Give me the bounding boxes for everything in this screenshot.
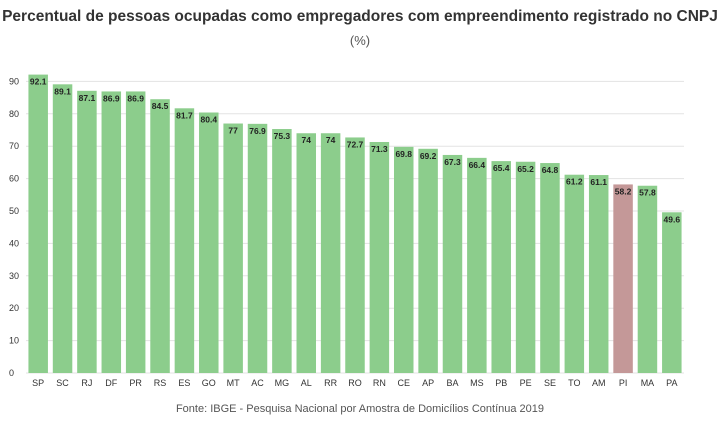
x-tick-label: CE: [397, 378, 410, 388]
x-tick-label: MT: [227, 378, 240, 388]
y-tick-label: 70: [9, 141, 19, 151]
bar-to: [564, 174, 585, 373]
x-tick-label: BA: [446, 378, 458, 388]
y-tick-label: 40: [9, 238, 19, 248]
y-tick-label: 10: [9, 336, 19, 346]
y-tick-label: 20: [9, 303, 19, 313]
y-tick-label: 0: [9, 368, 14, 378]
data-label: 69.8: [395, 149, 412, 159]
x-tick-label: SC: [56, 378, 69, 388]
data-label: 66.4: [469, 160, 486, 170]
x-tick-label: MS: [470, 378, 484, 388]
data-label: 84.5: [152, 101, 169, 111]
bar-sp: [28, 74, 48, 373]
data-label: 61.1: [590, 177, 607, 187]
bars: 92.1 89.1 87.1 86.9 86.9 84.5 81.7 80.4 77 76.9 75…: [28, 74, 682, 374]
x-tick-label: DF: [105, 378, 117, 388]
bar-rs: [150, 99, 170, 373]
bar-es: [174, 108, 195, 374]
bar-al: [296, 133, 317, 373]
data-label: 65.4: [493, 163, 510, 173]
chart-source: Fonte: IBGE - Pesquisa Nacional por Amos…: [175, 403, 545, 415]
chart-subtitle: (%): [349, 33, 371, 48]
data-label: 80.4: [201, 115, 218, 125]
bar-pe: [515, 161, 536, 373]
x-tick-label: PR: [129, 378, 142, 388]
x-tick-label: RN: [373, 378, 386, 388]
bar-mt: [223, 123, 243, 374]
data-label: 65.2: [517, 164, 534, 174]
bar-pb: [491, 161, 511, 373]
bar-df: [101, 91, 122, 373]
bar-go: [199, 112, 219, 373]
x-tick-label: SP: [32, 378, 44, 388]
data-label: 72.7: [347, 139, 364, 149]
data-label: 61.2: [566, 177, 583, 187]
data-label: 76.9: [249, 126, 266, 136]
x-tick-label: AP: [422, 378, 434, 388]
bar-se: [540, 163, 560, 373]
data-label: 87.1: [79, 93, 96, 103]
data-label: 81.7: [176, 110, 193, 120]
bar-rj: [77, 90, 97, 374]
x-tick-label: PA: [666, 378, 677, 388]
y-tick-label: 90: [9, 76, 19, 86]
data-label: 57.8: [639, 188, 656, 198]
bar-rr: [320, 133, 341, 373]
data-label: 71.3: [371, 144, 388, 154]
y-tick-label: 60: [9, 174, 19, 184]
x-tick-label: RO: [348, 378, 362, 388]
x-tick-label: SE: [544, 378, 556, 388]
x-tick-label: PB: [495, 378, 507, 388]
x-tick-label: AC: [251, 378, 264, 388]
x-tick-label: TO: [568, 378, 580, 388]
bar-pr: [125, 91, 146, 373]
x-tick-label: ES: [178, 378, 190, 388]
data-label: 74: [326, 135, 336, 145]
bar-ap: [418, 148, 438, 373]
y-axis: 0 10 20 30 40 50 60 70 80 90: [9, 76, 19, 378]
data-label: 74: [302, 135, 312, 145]
data-label: 49.6: [664, 214, 681, 224]
bar-ac: [247, 123, 268, 374]
x-tick-label: AL: [301, 378, 312, 388]
data-label: 89.1: [54, 86, 71, 96]
bar-ms: [467, 157, 487, 373]
x-tick-label: PE: [520, 378, 532, 388]
y-tick-label: 80: [9, 109, 19, 119]
x-tick-label: MA: [641, 378, 655, 388]
bar-ce: [393, 146, 414, 373]
data-label: 86.9: [103, 93, 120, 103]
data-label: 75.3: [274, 131, 291, 141]
x-axis: SP SC RJ DF PR RS ES GO MT AC MG AL RR RO RN CE AP BA MS PB…: [32, 378, 677, 388]
x-tick-label: GO: [202, 378, 216, 388]
x-tick-label: RJ: [81, 378, 92, 388]
x-tick-label: PI: [619, 378, 628, 388]
data-label: 92.1: [30, 77, 47, 87]
y-tick-label: 50: [9, 206, 19, 216]
bar-pi: [613, 184, 633, 373]
bar-mg: [272, 129, 292, 373]
bar-am: [588, 175, 609, 373]
x-tick-label: AM: [592, 378, 606, 388]
bar-sc: [52, 84, 73, 373]
chart-title: Percentual de pessoas ocupadas como empr…: [2, 8, 718, 25]
bar-ro: [345, 137, 365, 373]
data-label: 58.2: [615, 186, 632, 196]
data-label: 67.3: [444, 157, 461, 167]
y-tick-label: 30: [9, 271, 19, 281]
bar-pa: [662, 212, 682, 373]
bar-ba: [442, 154, 463, 373]
data-label: 64.8: [542, 165, 559, 175]
data-label: 69.2: [420, 151, 437, 161]
x-tick-label: RR: [324, 378, 337, 388]
bar-ma: [637, 185, 658, 373]
x-tick-label: RS: [154, 378, 167, 388]
x-tick-label: MG: [275, 378, 290, 388]
data-label: 86.9: [127, 93, 144, 103]
bar-rn: [369, 141, 390, 373]
data-label: 77: [228, 126, 238, 136]
